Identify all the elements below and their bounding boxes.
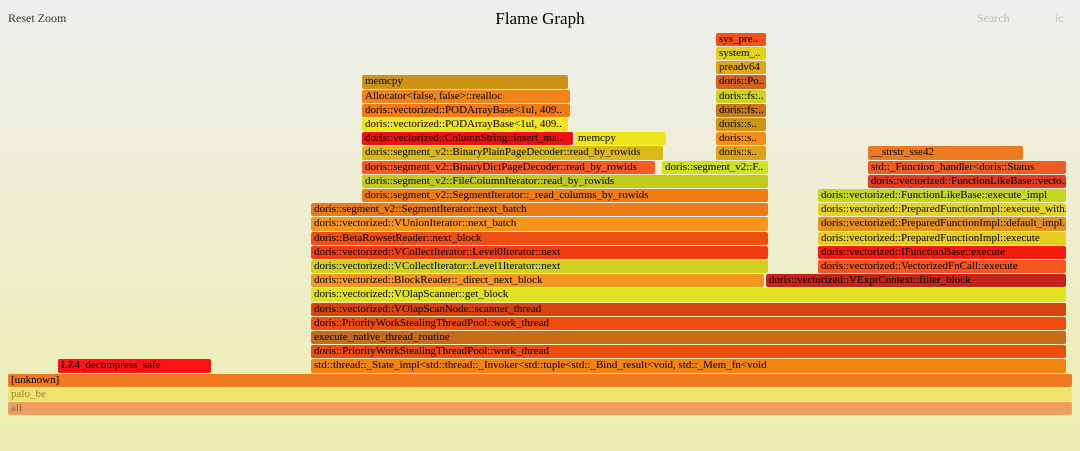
flame-frame[interactable]: doris::fs:.. bbox=[716, 89, 766, 103]
flame-frame[interactable]: doris::vectorized::BlockReader::_direct_… bbox=[311, 274, 764, 288]
flame-frame[interactable]: system_.. bbox=[716, 47, 766, 61]
flame-frame[interactable]: doris::vectorized::VUnionIterator::next_… bbox=[311, 217, 768, 231]
flame-frame[interactable]: palo_be bbox=[8, 387, 1072, 401]
flame-frame[interactable]: doris::vectorized::VCollectIterator::Lev… bbox=[311, 245, 768, 259]
flame-frame[interactable]: doris::vectorized::VOlapScanner::get_blo… bbox=[311, 288, 1066, 302]
search-button[interactable]: Search bbox=[977, 11, 1010, 25]
flame-frame[interactable]: all bbox=[8, 402, 1072, 416]
flame-frame[interactable]: doris::vectorized::VCollectIterator::Lev… bbox=[311, 260, 768, 274]
flame-frame[interactable]: sys_pre.. bbox=[716, 32, 766, 46]
flame-frame[interactable]: doris::fs:.. bbox=[716, 103, 766, 117]
flame-frame[interactable]: doris::vectorized::PreparedFunctionImpl:… bbox=[818, 203, 1066, 217]
page-title: Flame Graph bbox=[495, 9, 585, 28]
flame-frame[interactable]: doris::vectorized::VectorizedFnCall::exe… bbox=[818, 260, 1066, 274]
flame-frame[interactable]: doris::vectorized::FunctionLikeBase::vec… bbox=[868, 174, 1066, 188]
flame-frame[interactable]: doris::BetaRowsetReader::next_block bbox=[311, 231, 768, 245]
flame-frame[interactable]: doris::s.. bbox=[716, 146, 766, 160]
flame-frame[interactable]: memcpy bbox=[575, 132, 666, 146]
flame-frame[interactable]: doris::vectorized::VOlapScanNode::scanne… bbox=[311, 302, 1066, 316]
flame-frame[interactable]: execute_native_thread_routine bbox=[311, 331, 1066, 345]
flame-frame[interactable]: __strstr_sse42 bbox=[868, 146, 1023, 160]
flame-frame[interactable]: memcpy bbox=[362, 75, 568, 89]
flame-frame[interactable]: LZ4_decompress_safe bbox=[58, 359, 211, 373]
flame-frame[interactable]: std::thread::_State_impl<std::thread::_I… bbox=[311, 359, 1066, 373]
flame-frame[interactable]: preadv64 bbox=[716, 61, 766, 75]
flame-frame[interactable]: doris::vectorized::PODArrayBase<1ul, 409… bbox=[362, 118, 568, 132]
flame-frame[interactable]: doris::Po.. bbox=[716, 75, 766, 89]
flame-frame[interactable]: doris::PriorityWorkStealingThreadPool::w… bbox=[311, 316, 1066, 330]
flame-frame[interactable]: doris::s.. bbox=[716, 132, 766, 146]
flame-frame[interactable]: doris::vectorized::ColumnString::insert_… bbox=[362, 132, 573, 146]
flame-frame[interactable]: doris::segment_v2::BinaryPlainPageDecode… bbox=[362, 146, 663, 160]
reset-zoom-button[interactable]: Reset Zoom bbox=[8, 11, 67, 25]
flame-frame[interactable]: doris::vectorized::PODArrayBase<1ul, 409… bbox=[362, 103, 570, 117]
flame-frame[interactable]: doris::segment_v2::SegmentIterator::next… bbox=[311, 203, 768, 217]
flame-frame[interactable]: doris::segment_v2::F.. bbox=[662, 160, 768, 174]
flame-frame[interactable]: doris::vectorized::FunctionLikeBase::exe… bbox=[818, 189, 1066, 203]
flame-frame[interactable]: doris::vectorized::IFunctionBase::execut… bbox=[818, 245, 1066, 259]
ic-label: ic bbox=[1055, 11, 1064, 25]
flame-frame[interactable]: Allocator<false, false>::realloc bbox=[362, 89, 570, 103]
flame-frame[interactable]: std::_Function_handler<doris::Status bbox=[868, 160, 1066, 174]
flame-frame[interactable]: doris::s.. bbox=[716, 118, 766, 132]
flame-frame[interactable]: doris::PriorityWorkStealingThreadPool::w… bbox=[311, 345, 1066, 359]
flame-frame[interactable]: doris::segment_v2::BinaryDictPageDecoder… bbox=[362, 160, 655, 174]
flame-frame[interactable]: [unknown] bbox=[8, 373, 1072, 387]
flame-frame[interactable]: doris::vectorized::PreparedFunctionImpl:… bbox=[818, 217, 1066, 231]
flame-frame[interactable]: doris::vectorized::PreparedFunctionImpl:… bbox=[818, 231, 1066, 245]
flame-frame[interactable]: doris::segment_v2::SegmentIterator::_rea… bbox=[362, 189, 768, 203]
flame-frame[interactable]: doris::vectorized::VExprContext::filter_… bbox=[766, 274, 1066, 288]
flame-frame[interactable]: doris::segment_v2::FileColumnIterator::r… bbox=[362, 174, 768, 188]
